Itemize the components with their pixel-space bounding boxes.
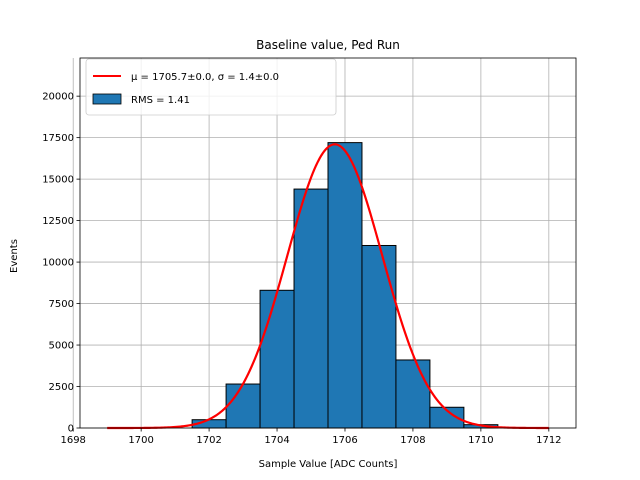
histogram-bar <box>361 244 397 429</box>
axis-ticks: 1698 1700 1702 1704 1706 1708 1710 1712 0 2500 500… <box>42 92 561 446</box>
histogram-bar <box>225 383 261 429</box>
y-axis-label: Events <box>9 239 20 273</box>
y-tick-label: 20000 <box>42 92 74 103</box>
x-tick-label: 1706 <box>332 435 357 446</box>
y-tick-label: 12500 <box>42 216 74 227</box>
y-tick-label: 5000 <box>49 341 74 352</box>
plot-frame <box>79 57 577 429</box>
histogram-bar <box>293 188 329 429</box>
legend-histogram-label: RMS = 1.41 <box>131 95 190 106</box>
fit-curve-group <box>107 143 549 430</box>
histogram-bar <box>259 289 295 429</box>
y-tick-label: 15000 <box>42 175 74 186</box>
x-tick-label: 1698 <box>60 435 85 446</box>
x-tick-label: 1710 <box>468 435 493 446</box>
x-tick-label: 1700 <box>128 435 153 446</box>
legend-fit-label: μ = 1705.7±0.0, σ = 1.4±0.0 <box>131 72 279 83</box>
chart-title: Baseline value, Ped Run <box>256 38 400 52</box>
y-tick-label: 7500 <box>49 299 74 310</box>
y-tick-label: 2500 <box>49 382 74 393</box>
legend-box <box>85 58 337 116</box>
x-tick-label: 1702 <box>196 435 221 446</box>
y-tick-label: 17500 <box>42 133 74 144</box>
x-axis-label: Sample Value [ADC Counts] <box>259 459 398 470</box>
x-tick-label: 1708 <box>400 435 425 446</box>
fit-curve <box>107 143 549 430</box>
histogram-bar <box>395 359 431 429</box>
x-tick-label: 1704 <box>264 435 289 446</box>
legend: μ = 1705.7±0.0, σ = 1.4±0.0 RMS = 1.41 <box>85 58 337 116</box>
legend-histogram-swatch <box>92 93 122 105</box>
y-tick-label: 0 <box>68 424 74 435</box>
x-tick-label: 1712 <box>536 435 561 446</box>
y-tick-label: 10000 <box>42 258 74 269</box>
histogram-bar <box>327 142 363 429</box>
